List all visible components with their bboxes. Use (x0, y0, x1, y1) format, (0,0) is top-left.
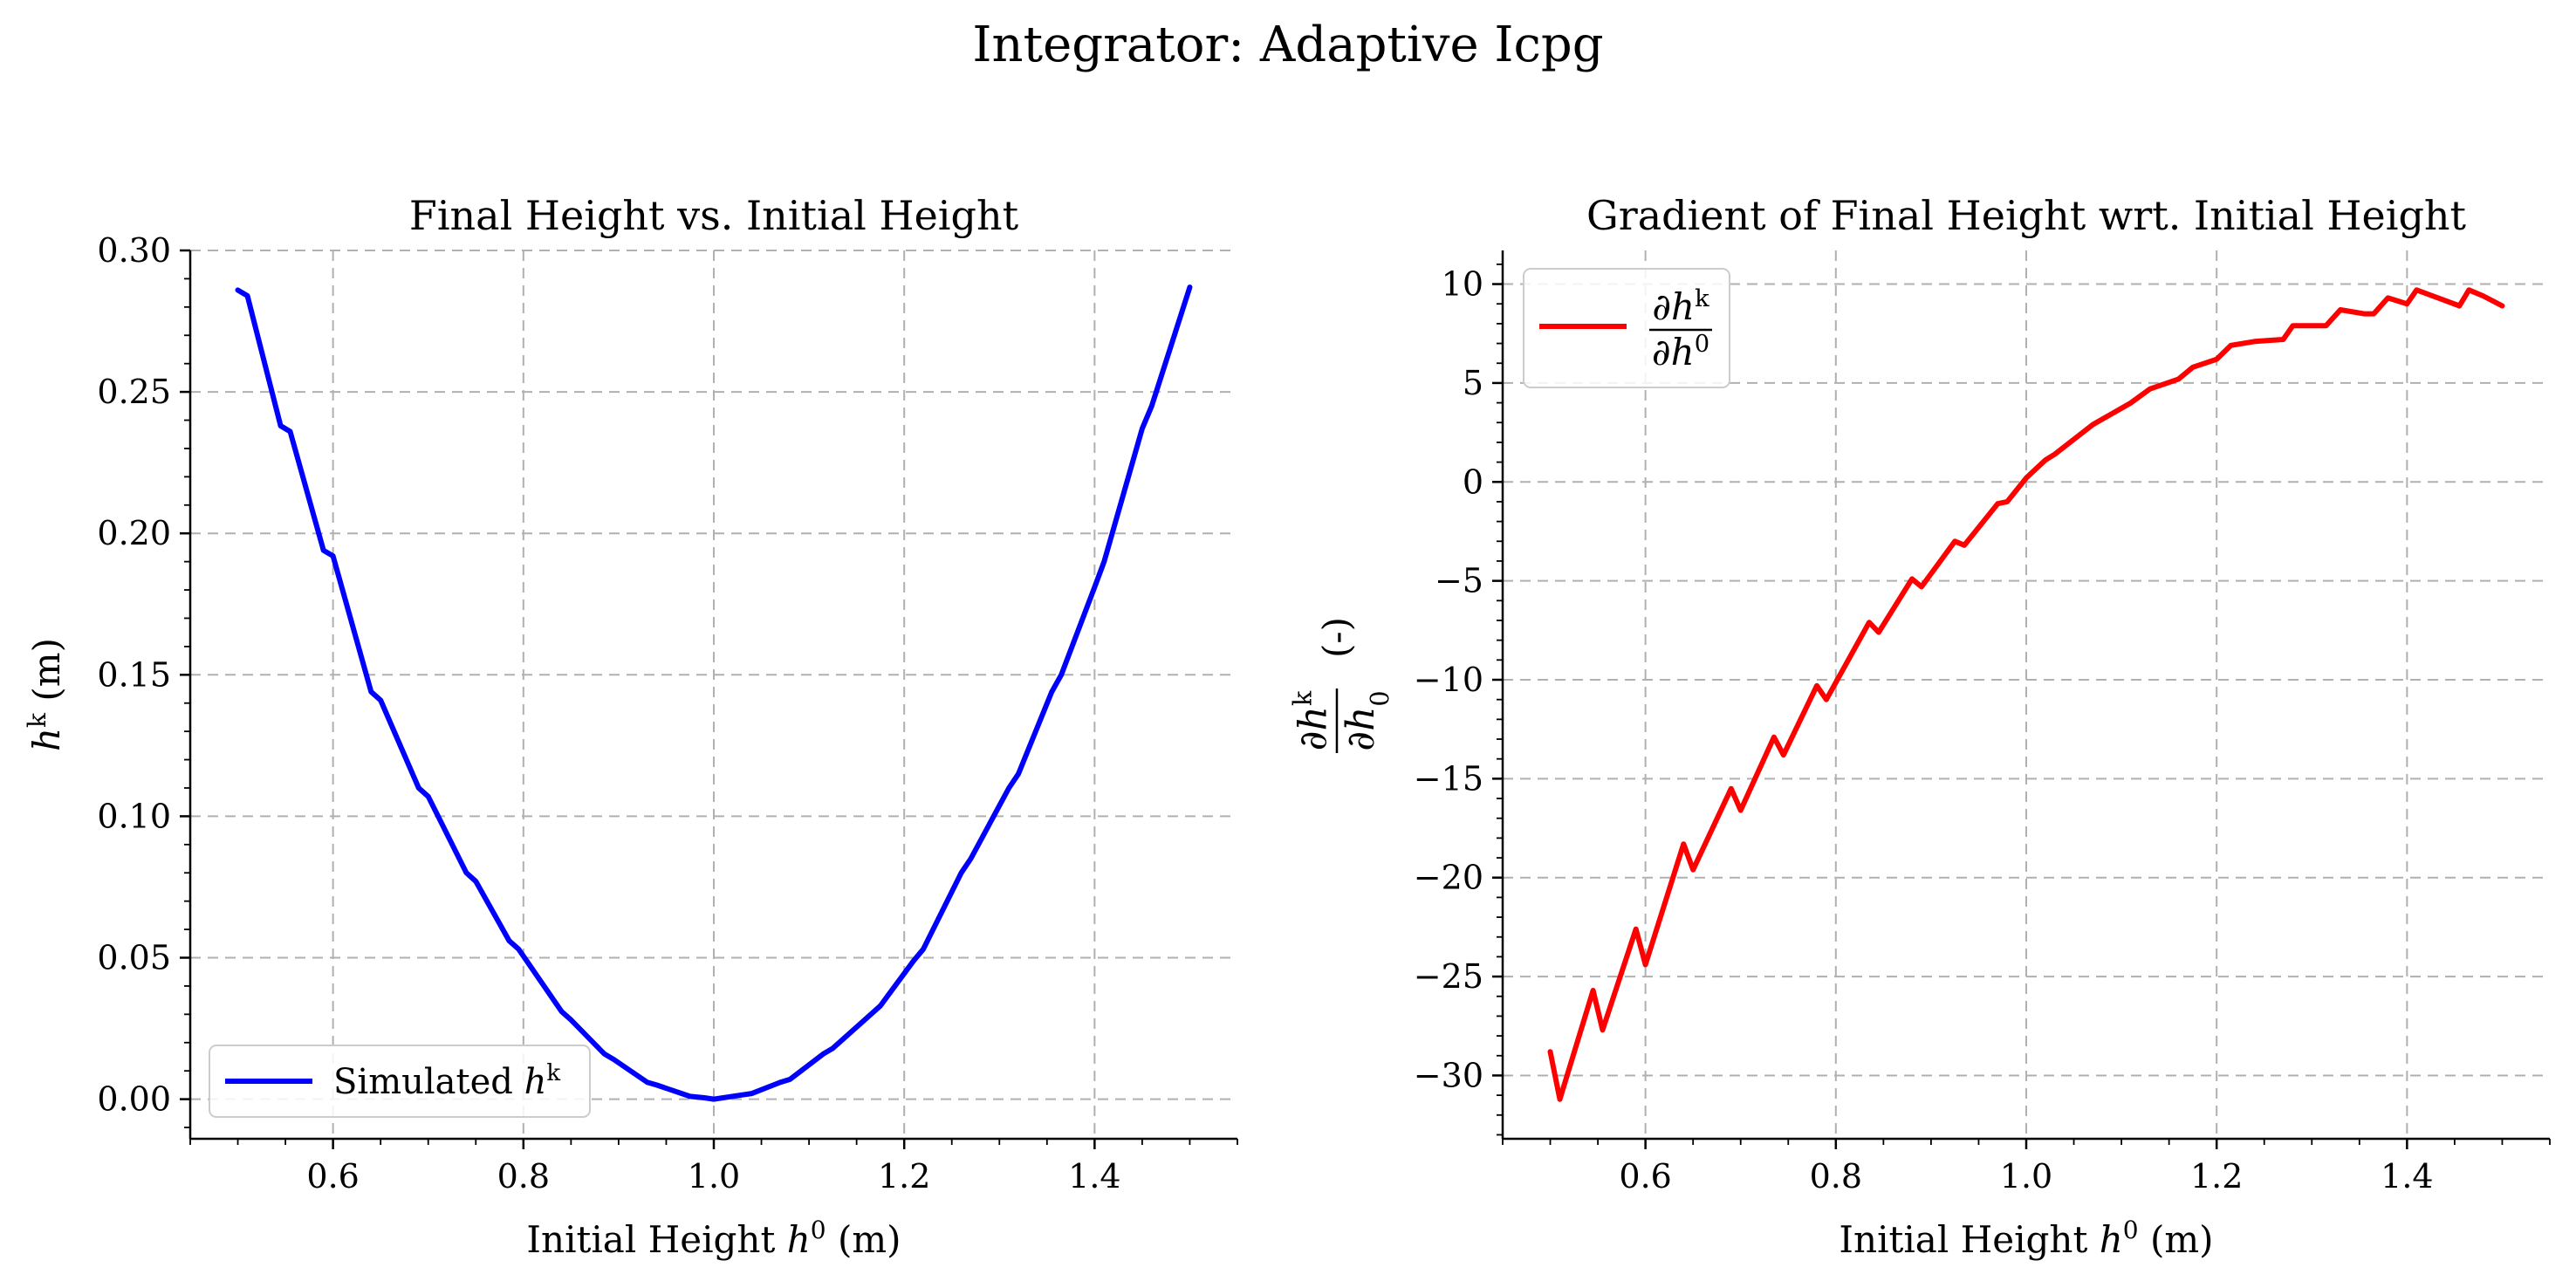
y-tick-label: 0.10 (97, 797, 171, 835)
x-axis-label: Initial Height h0 (m) (526, 1216, 901, 1262)
y-tick-label: −10 (1414, 661, 1483, 699)
y-tick-label: 5 (1463, 364, 1483, 402)
legend-label-numerator: ∂hk (1652, 285, 1709, 329)
y-axis-label: hk (m) (23, 638, 69, 751)
x-tick-label: 1.4 (1068, 1157, 1120, 1196)
legend-frame (209, 1045, 591, 1118)
y-tick-label: 0.25 (97, 373, 171, 411)
y-tick-label: 0 (1463, 462, 1483, 501)
x-tick-label: 0.6 (306, 1157, 359, 1196)
suptitle: Integrator: Adaptive Icpg (972, 17, 1603, 73)
x-tick-label: 1.2 (2190, 1157, 2243, 1196)
y-tick-label: 10 (1442, 265, 1483, 304)
legend-label: Simulated hk (333, 1060, 560, 1102)
y-axis-label-fraction-denominator: ∂h0 (1339, 690, 1394, 750)
x-tick-label: 0.8 (1810, 1157, 1862, 1196)
y-axis-label-unit: (-) (1315, 617, 1358, 658)
y-tick-label: 0.05 (97, 939, 171, 977)
y-tick-label: 0.00 (97, 1080, 171, 1119)
legend: ∂hk∂h0 (1523, 268, 1730, 388)
y-axis-label-fraction: ∂hk∂h0 (1288, 689, 1394, 753)
legend-label: ∂hk∂h0 (1649, 285, 1712, 373)
right-chart: Gradient of Final Height wrt. Initial He… (1288, 192, 2551, 1262)
y-axis-label-fraction-numerator: ∂hk (1288, 690, 1336, 750)
y-tick-label: 0.20 (97, 514, 171, 552)
x-tick-label: 1.0 (2000, 1157, 2052, 1196)
y-tick-label: −5 (1435, 562, 1483, 600)
x-tick-label: 1.2 (878, 1157, 930, 1196)
legend-label-denominator: ∂h0 (1652, 330, 1709, 373)
x-tick-label: 1.0 (688, 1157, 740, 1196)
legend: Simulated hk (209, 1045, 591, 1118)
series-line (1547, 287, 2505, 1102)
y-tick-label: −30 (1414, 1056, 1483, 1094)
x-tick-label: 0.8 (497, 1157, 550, 1196)
chart-title: Gradient of Final Height wrt. Initial He… (1586, 192, 2467, 239)
y-tick-label: 0.30 (97, 231, 171, 270)
y-axis-label: ∂hk∂h0 (-) (1288, 617, 1394, 753)
y-tick-label: 0.15 (97, 655, 171, 694)
x-tick-label: 0.6 (1619, 1157, 1671, 1196)
y-tick-label: −25 (1414, 957, 1483, 996)
x-tick-label: 1.4 (2381, 1157, 2433, 1196)
left-chart: Final Height vs. Initial Height 0.6 0.8 1.0… (23, 192, 1238, 1261)
x-axis-label: Initial Height h0 (m) (1839, 1216, 2213, 1262)
series-line (235, 284, 1193, 1102)
y-tick-label: −15 (1414, 759, 1483, 798)
y-tick-label: −20 (1414, 859, 1483, 897)
chart-title: Final Height vs. Initial Height (409, 192, 1019, 239)
